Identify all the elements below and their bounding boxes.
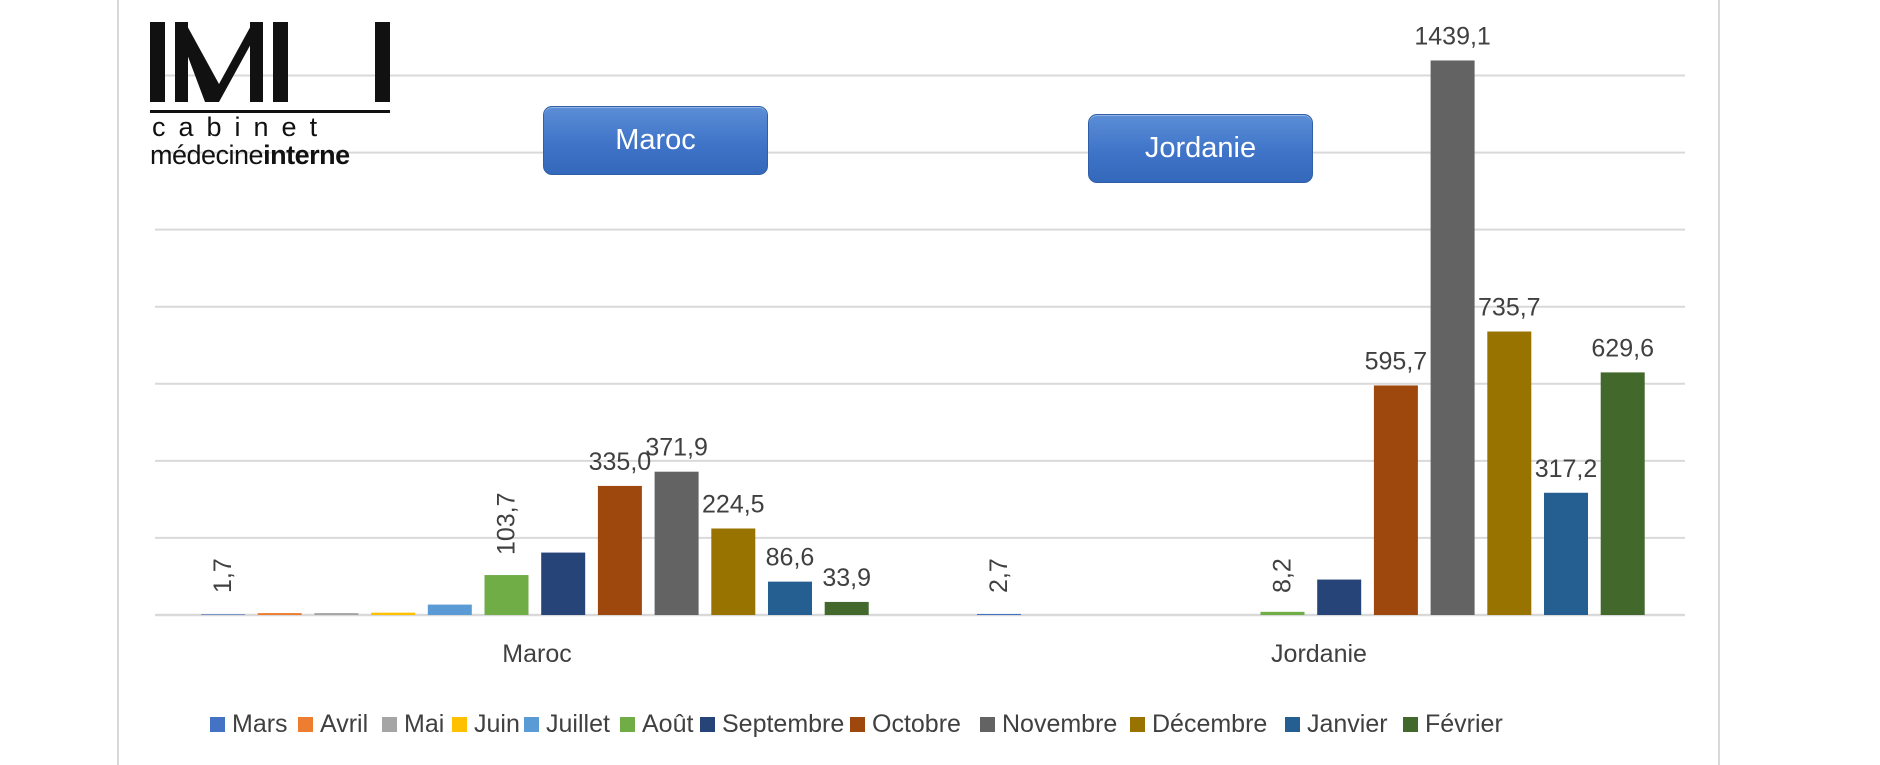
bar-maroc-septembre	[541, 552, 586, 615]
bar-maroc-février	[824, 601, 869, 615]
logo-line1: cabinet	[152, 112, 331, 142]
bar-jordanie-octobre	[1373, 385, 1418, 615]
legend-label: Juin	[474, 710, 520, 738]
legend-swatch	[1285, 717, 1300, 732]
gridlines	[155, 74, 1685, 617]
bar-jordanie-novembre	[1430, 60, 1475, 616]
data-label: 2,7	[985, 558, 1013, 593]
legend-label: Décembre	[1152, 710, 1267, 738]
bar-maroc-janvier	[768, 581, 812, 615]
legend-swatch	[1130, 717, 1145, 732]
legend-label: Juillet	[546, 710, 610, 738]
legend-swatch	[524, 717, 539, 732]
data-label: 1439,1	[1414, 22, 1490, 50]
bar-jordanie-septembre	[1317, 579, 1362, 615]
data-label: 103,7	[493, 492, 521, 555]
bar-jordanie-janvier	[1544, 492, 1588, 615]
legend-swatch	[382, 717, 397, 732]
legend-swatch	[700, 717, 715, 732]
legend-label: Avril	[320, 710, 368, 738]
bar-jordanie-août	[1260, 611, 1305, 615]
bar-maroc-novembre	[654, 471, 699, 615]
data-label: 371,9	[645, 434, 708, 462]
legend-swatch	[980, 717, 995, 732]
bar-maroc-juillet	[427, 604, 472, 615]
legend-label: Août	[642, 710, 693, 738]
data-label: 33,9	[822, 564, 871, 592]
logo-caption: cabinet médecineinterne	[150, 112, 390, 171]
bar-maroc-octobre	[597, 485, 642, 615]
x-tick-label: Maroc	[502, 640, 571, 668]
data-label: 335,0	[589, 448, 652, 476]
legend-label: Février	[1425, 710, 1503, 738]
x-tick-label: Jordanie	[1271, 640, 1367, 668]
legend-label: Novembre	[1002, 710, 1117, 738]
data-label: 1,7	[209, 558, 237, 593]
data-label: 595,7	[1365, 347, 1428, 375]
legend-swatch	[210, 717, 225, 732]
legend-label: Septembre	[722, 710, 844, 738]
chart-frame	[117, 0, 1720, 765]
data-label: 735,7	[1478, 294, 1541, 322]
bar-jordanie-mars	[977, 613, 1021, 615]
logo-line2: médecineinterne	[150, 140, 350, 170]
legend: Mars Avril Mai Juin Juillet Août Septembre Octo…	[210, 710, 1503, 738]
legend-swatch	[452, 717, 467, 732]
legend-label: Mars	[232, 710, 288, 738]
callout-jordanie: Jordanie	[1088, 114, 1313, 183]
legend-swatch	[620, 717, 635, 732]
bar-maroc-avril	[257, 613, 302, 615]
bar-maroc-août	[484, 575, 529, 615]
legend-swatch	[1403, 717, 1418, 732]
bar-maroc-mars	[201, 614, 245, 615]
legend-label: Octobre	[872, 710, 961, 738]
bar-maroc-décembre	[711, 528, 756, 615]
bar-maroc-juin	[371, 612, 416, 615]
data-label: 629,6	[1591, 334, 1654, 362]
legend-swatch	[850, 717, 865, 732]
x-tick-labels: Maroc Jordanie	[502, 640, 1367, 668]
data-label: 8,2	[1269, 558, 1297, 593]
data-label: 317,2	[1535, 455, 1598, 483]
data-label: 86,6	[766, 544, 815, 572]
legend-label: Mai	[404, 710, 444, 738]
logo-icon	[150, 22, 390, 113]
callout-maroc: Maroc	[543, 106, 768, 175]
callout-maroc-label: Maroc	[615, 124, 696, 156]
bar-maroc-mai	[314, 613, 359, 615]
bars	[201, 60, 1645, 616]
bar-jordanie-février	[1600, 372, 1645, 615]
data-label: 224,5	[702, 490, 765, 518]
bar-jordanie-décembre	[1487, 331, 1532, 615]
legend-label: Janvier	[1307, 710, 1388, 738]
callout-jordanie-label: Jordanie	[1144, 132, 1257, 164]
legend-swatch	[298, 717, 313, 732]
